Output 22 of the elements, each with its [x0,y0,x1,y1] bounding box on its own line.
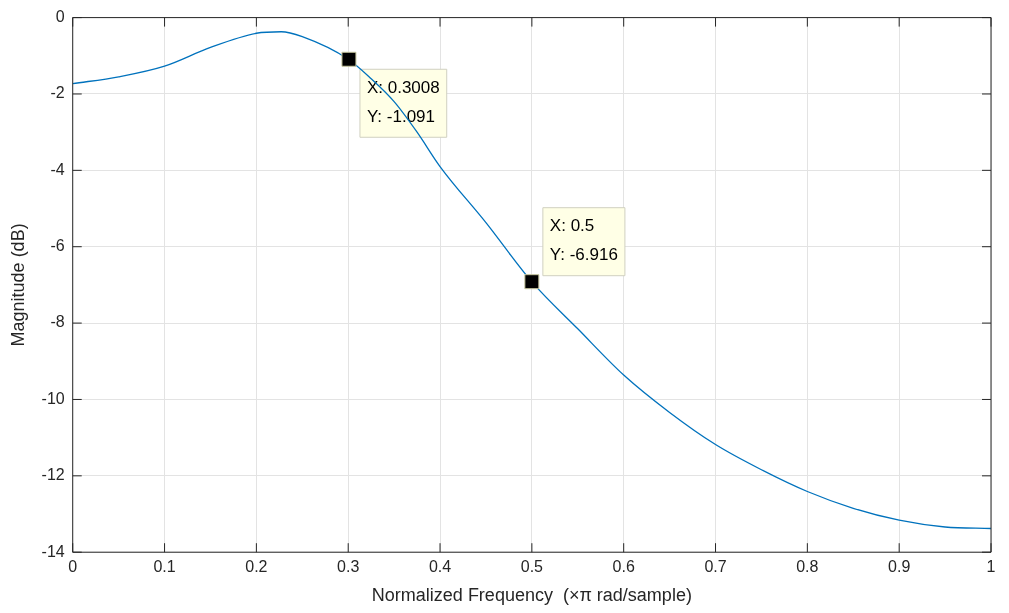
x-tick-label: 0.8 [796,558,819,576]
y-tick-label: -10 [41,389,65,407]
y-tick-label: -6 [50,237,65,255]
x-tick-label: 0.6 [612,558,635,576]
y-tick-label: -4 [50,160,65,178]
x-tick-label: 0.2 [245,558,268,576]
y-tick-label: -14 [41,542,65,560]
x-tick-label: 0.5 [520,558,544,576]
x-axis-title: Normalized Frequency (×π rad/sample) [371,585,692,606]
y-tick-label: -12 [41,466,65,484]
x-tick-label: 0.1 [153,558,176,576]
y-tick-label: 0 [55,8,65,26]
x-tick-label: 0.3 [337,558,360,576]
x-tick-label: 0.7 [704,558,727,576]
x-tick-label: 0.4 [428,558,452,576]
y-tick-label: -2 [50,84,65,102]
annotation: X: 0.5 Y: -6.916 [549,216,618,265]
y-tick-label: -8 [50,313,65,331]
x-tick-label: 1 [986,558,996,576]
y-axis-title: Magnitude (dB) [7,223,28,347]
x-tick-label: 0 [68,558,78,576]
x-tick-label: 0.9 [888,558,911,576]
